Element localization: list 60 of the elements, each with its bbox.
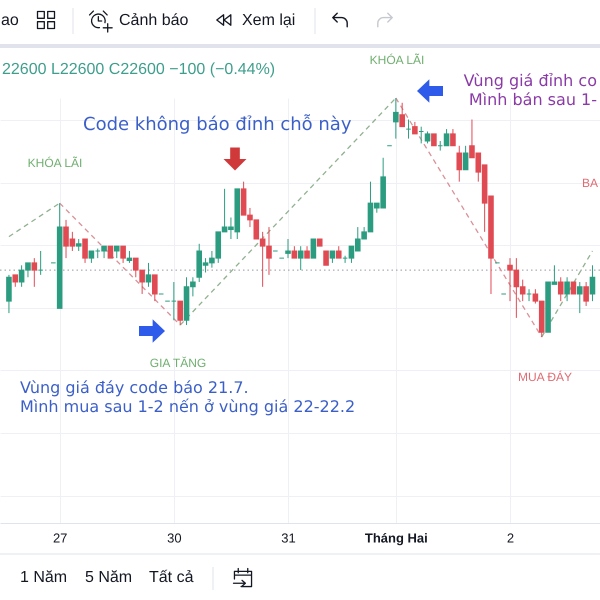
candlestick: [285, 238, 291, 259]
candlestick: [126, 250, 132, 264]
text: MUA ĐÁY: [518, 370, 572, 384]
candlestick: [576, 282, 583, 314]
candlestick: [32, 258, 38, 288]
candlestick: [590, 264, 596, 302]
candlestick: [330, 250, 336, 264]
annotation: Mình bán sau 1-: [468, 90, 597, 109]
candlestick: [570, 282, 576, 294]
candlestick: [82, 238, 88, 264]
candlestick: [456, 145, 462, 182]
candlestick: [146, 262, 152, 288]
candlestick: [120, 246, 126, 264]
text: Cảnh báo: [119, 12, 188, 29]
candlestick: [412, 121, 418, 134]
annotation: Code không báo đỉnh chỗ này: [83, 114, 352, 135]
candlestick: [177, 300, 183, 326]
candlestick: [12, 274, 18, 288]
text: Xem lại: [242, 12, 296, 29]
candlestick: [323, 250, 329, 266]
x-tick-label: 27: [52, 530, 68, 546]
candlestick: [6, 274, 12, 314]
x-tick-label: 2: [506, 530, 514, 546]
candlestick: [292, 246, 298, 259]
candlestick: [152, 274, 158, 302]
candlestick: [76, 238, 82, 252]
text: 5 Năm: [85, 569, 132, 586]
text: ao: [1, 12, 19, 29]
text: Tất cả: [149, 569, 194, 586]
candlestick: [462, 145, 468, 170]
candlestick: [114, 246, 120, 259]
text: Vùng giá đáy code báo 21.7.: [20, 378, 249, 397]
text: KHÓA LÃI: [370, 53, 424, 67]
text: 22600 L22600 C22600 −100 (−0.44%): [2, 61, 276, 78]
text: 1 Năm: [20, 569, 68, 586]
x-tick-label: Tháng Hai: [364, 530, 428, 546]
candlestick: [406, 119, 412, 140]
candlestick: [304, 246, 310, 259]
text: GIA TĂNG: [150, 356, 206, 370]
candlestick: [526, 288, 532, 302]
candlestick: [583, 282, 589, 306]
candlestick: [558, 276, 564, 302]
candlestick: [424, 130, 430, 144]
candlestick: [298, 246, 304, 271]
text: Mình mua sau 1-2 nến ở vùng giá 22-22.2: [20, 397, 356, 416]
candlestick: [399, 102, 405, 128]
candlestick: [418, 126, 424, 144]
candlestick: [564, 276, 570, 302]
text: Vùng giá đỉnh co: [464, 71, 597, 90]
candlestick: [38, 250, 44, 276]
annotation: BA: [582, 176, 598, 190]
x-tick-label: 31: [281, 530, 296, 546]
candlestick: [393, 98, 399, 140]
candlestick: [431, 133, 437, 146]
candlestick: [310, 238, 316, 259]
x-tick-label: 30: [167, 530, 182, 546]
candlestick: [450, 128, 456, 146]
candlestick: [336, 246, 342, 259]
candlestick: [108, 246, 114, 259]
annotation: KHÓA LÃI: [28, 156, 82, 170]
